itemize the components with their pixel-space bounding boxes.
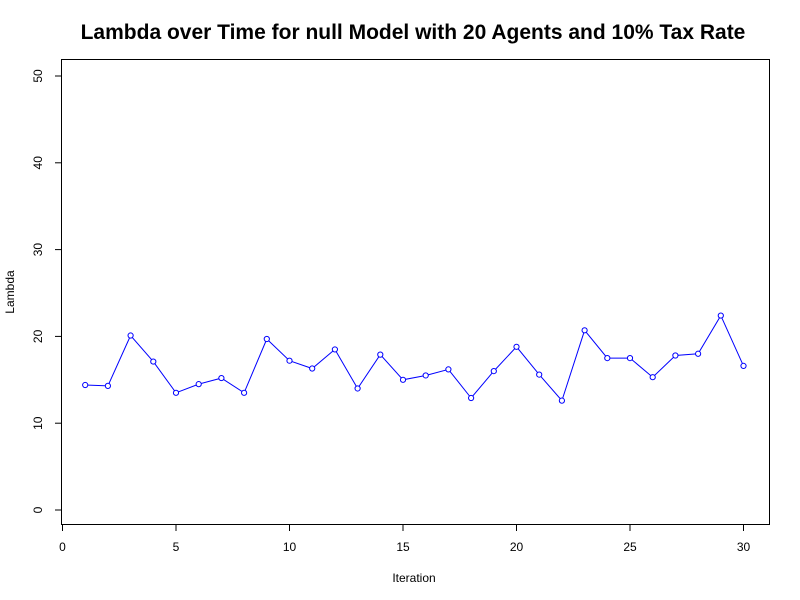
data-point <box>104 382 112 389</box>
x-tick-label: 0 <box>59 540 66 554</box>
y-axis: 0 10 20 30 40 50 <box>31 69 62 513</box>
chart-title: Lambda over Time for null Model with 20 … <box>81 21 746 44</box>
data-point <box>218 374 225 382</box>
data-point <box>695 350 702 357</box>
plot-frame <box>61 59 770 525</box>
data-point <box>604 355 611 362</box>
y-tick-label: 50 <box>31 69 45 83</box>
data-point <box>82 381 89 389</box>
data-point <box>309 365 316 372</box>
data-series <box>82 312 747 404</box>
data-point <box>195 381 202 388</box>
data-point <box>468 394 475 402</box>
y-tick-label: 0 <box>31 506 45 513</box>
data-point <box>581 327 588 334</box>
data-point <box>740 362 747 370</box>
data-point <box>331 346 338 353</box>
data-point <box>286 357 293 364</box>
data-point <box>354 385 361 392</box>
x-axis: 0 5 10 15 20 25 30 <box>59 524 751 554</box>
x-tick-label: 15 <box>396 540 410 554</box>
data-point <box>490 368 497 375</box>
data-point <box>241 389 248 396</box>
y-tick-label: 30 <box>31 243 45 257</box>
data-point <box>263 335 270 343</box>
x-tick-label: 5 <box>173 540 180 554</box>
data-point <box>672 352 679 359</box>
data-point <box>377 351 384 358</box>
data-point <box>150 358 157 365</box>
data-point <box>513 343 520 350</box>
data-point <box>399 376 407 383</box>
series-line <box>85 314 744 402</box>
x-tick-label: 10 <box>283 540 297 554</box>
data-point <box>717 312 724 319</box>
x-axis-label: Iteration <box>392 571 435 585</box>
y-tick-label: 40 <box>31 156 45 170</box>
data-point <box>445 366 452 373</box>
x-tick-label: 25 <box>623 540 637 554</box>
data-point <box>127 332 134 339</box>
data-point <box>626 355 634 362</box>
y-axis-label: Lambda <box>3 270 17 314</box>
y-tick-label: 20 <box>31 329 45 343</box>
data-point <box>558 397 566 404</box>
data-point <box>649 374 656 381</box>
data-point <box>422 372 429 379</box>
x-tick-label: 30 <box>737 540 751 554</box>
data-point <box>172 389 180 396</box>
data-point <box>536 371 543 378</box>
x-tick-label: 20 <box>510 540 524 554</box>
y-tick-label: 10 <box>31 416 45 430</box>
